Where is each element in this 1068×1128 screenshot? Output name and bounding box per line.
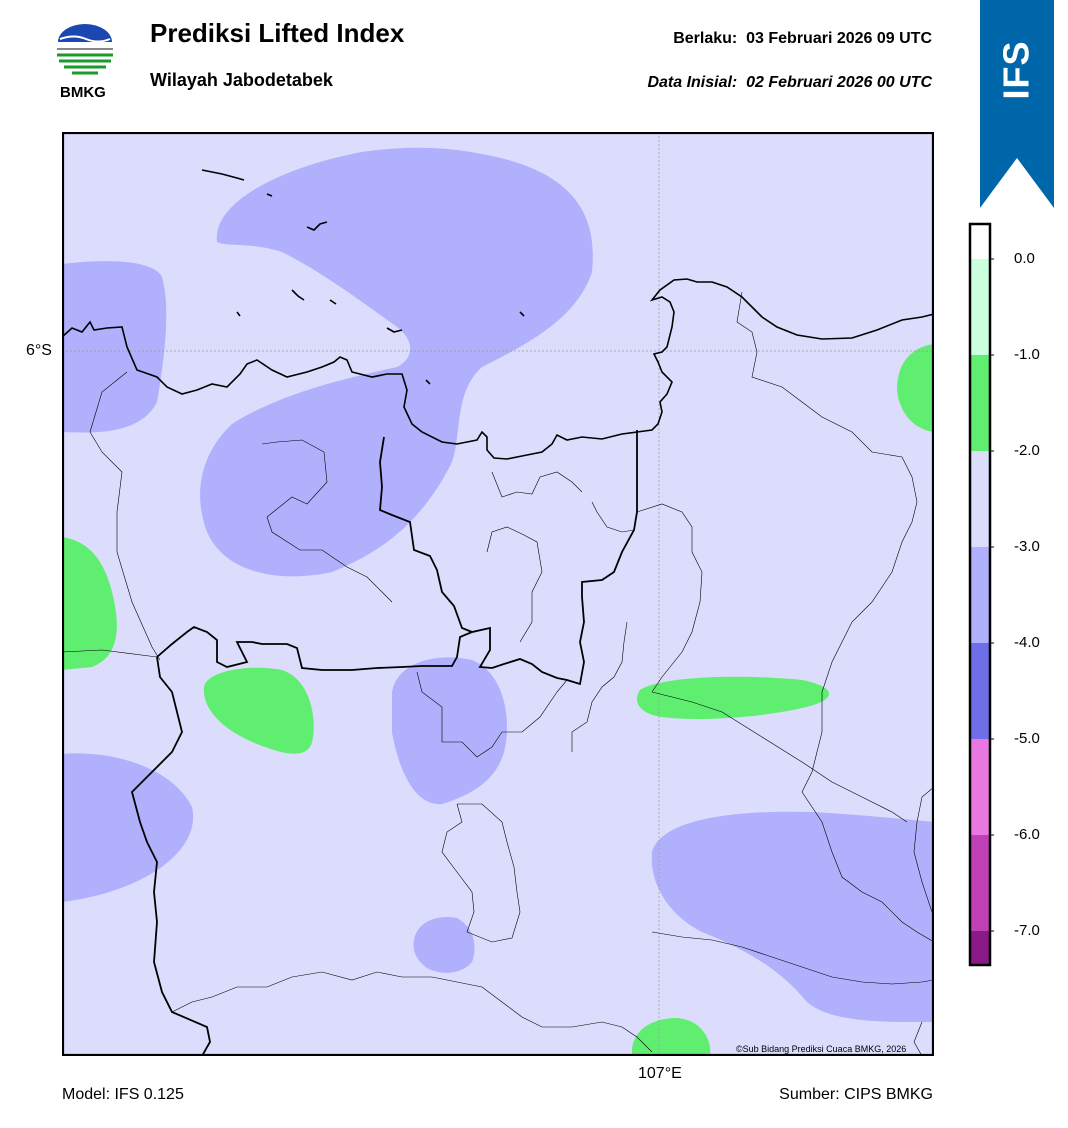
green-center-west bbox=[203, 667, 314, 754]
region-west bbox=[62, 261, 167, 433]
colorbar-tick-label: -7.0 bbox=[1014, 922, 1040, 939]
bmkg-logo-icon bbox=[57, 24, 113, 75]
map-title: Prediksi Lifted Index bbox=[150, 18, 405, 48]
map-frame bbox=[62, 132, 934, 1056]
islands bbox=[201, 169, 525, 385]
logo-text: BMKG bbox=[60, 84, 106, 101]
green-bottom bbox=[631, 1018, 711, 1056]
region-southeast bbox=[651, 811, 934, 1023]
lifted-index-minus3-to-minus4 bbox=[62, 147, 934, 1023]
regency-borders bbox=[62, 291, 934, 1056]
ifs-badge bbox=[980, 0, 1054, 208]
region-small-south bbox=[413, 916, 475, 973]
valid-time: Berlaku: 03 Februari 2026 09 UTC bbox=[673, 30, 932, 47]
source-label: Sumber: CIPS BMKG bbox=[779, 1086, 933, 1103]
region-central-south bbox=[392, 657, 507, 805]
province-border bbox=[379, 430, 638, 686]
lifted-index-minus1-to-minus2 bbox=[62, 344, 934, 1056]
colorbar bbox=[968, 222, 994, 967]
colorbar-tick-label: -1.0 bbox=[1014, 346, 1040, 363]
green-west-edge bbox=[62, 537, 117, 670]
latitude-tick-6s: 6°S bbox=[26, 342, 52, 359]
region-southwest bbox=[62, 753, 194, 902]
province-border-south bbox=[130, 656, 211, 1056]
province-border-west bbox=[156, 625, 473, 671]
map-subtitle: Wilayah Jabodetabek bbox=[150, 70, 333, 90]
green-east-edge bbox=[897, 344, 934, 432]
map-panel: ©Sub Bidang Prediksi Cuaca BMKG, 2026 bbox=[62, 132, 934, 1056]
init-time: Data Inisial: 02 Februari 2026 00 UTC bbox=[647, 74, 932, 91]
colorbar-tick-label: -6.0 bbox=[1014, 826, 1040, 843]
colorbar-tick-label: 0.0 bbox=[1014, 250, 1035, 267]
region-north-sea bbox=[200, 147, 593, 577]
colorbar-tick-label: -4.0 bbox=[1014, 634, 1040, 651]
ifs-badge-label: IFS bbox=[995, 40, 1037, 100]
colorbar-tick-label: -2.0 bbox=[1014, 442, 1040, 459]
colorbar-tick-label: -3.0 bbox=[1014, 538, 1040, 555]
colorbar-tick-label: -5.0 bbox=[1014, 730, 1040, 747]
green-center-east bbox=[636, 676, 830, 719]
coastline bbox=[62, 278, 934, 460]
map-credit: ©Sub Bidang Prediksi Cuaca BMKG, 2026 bbox=[736, 1044, 906, 1054]
model-label: Model: IFS 0.125 bbox=[62, 1086, 184, 1103]
longitude-tick-107e: 107°E bbox=[638, 1065, 682, 1082]
